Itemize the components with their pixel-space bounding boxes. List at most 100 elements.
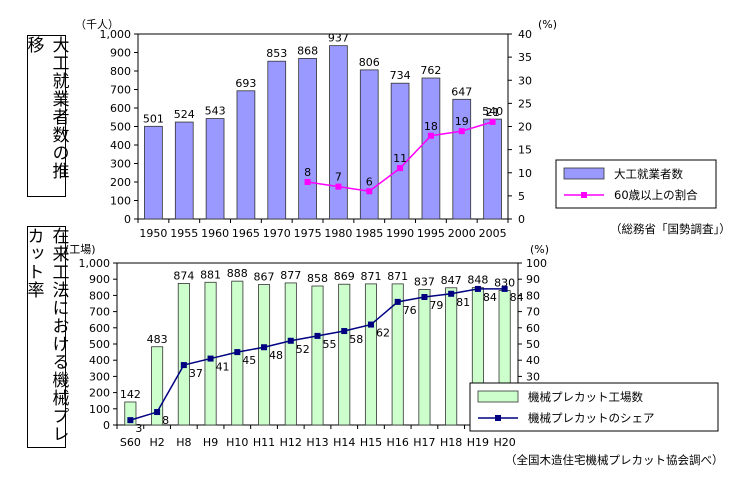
bottom-category-label: S60 (120, 436, 141, 449)
bottom-line-marker (234, 349, 241, 356)
top-left-tick-label: 800 (110, 65, 131, 78)
bottom-category-label: H13 (306, 436, 328, 449)
bottom-legend-bar-swatch (477, 390, 519, 403)
bottom-category-label: H20 (493, 436, 515, 449)
top-right-tick-label: 10 (518, 167, 532, 180)
bottom-bar (204, 281, 217, 426)
bottom-left-tick-label: 100 (89, 403, 110, 416)
bottom-bar-value-label: 847 (441, 274, 462, 287)
bottom-line-marker (367, 321, 374, 328)
bottom-bar (364, 283, 377, 426)
top-left-axis-unit: （千人） (75, 18, 119, 31)
top-left-tick-label: 500 (110, 121, 131, 134)
bottom-bar (418, 289, 431, 426)
top-line-value-label: 7 (335, 171, 342, 184)
top-category-label: 1965 (232, 227, 260, 240)
top-left-tick-label: 600 (110, 102, 131, 115)
bottom-left-axis-unit: (工場) (65, 243, 96, 256)
bottom-line-value-label: 45 (242, 354, 256, 367)
bottom-category-label: H19 (467, 436, 489, 449)
top-legend-line-label: 60歳以上の割合 (614, 188, 698, 202)
bottom-chart-title-box: 在来工法における機械プレカット率 (24, 226, 69, 448)
bottom-bar (258, 284, 271, 426)
bottom-bar (338, 283, 351, 426)
top-bar (390, 82, 410, 220)
top-line-value-label: 21 (486, 106, 500, 119)
bottom-line-marker (261, 344, 268, 351)
bottom-bar (124, 401, 137, 426)
top-bar (144, 125, 163, 220)
bottom-line-marker (474, 285, 481, 292)
bottom-right-axis-unit: (%) (530, 243, 549, 256)
bottom-line-marker (448, 290, 455, 297)
bottom-category-label: H9 (203, 436, 218, 449)
top-line-marker (458, 128, 465, 135)
bottom-line-value-label: 58 (349, 333, 363, 346)
bottom-line-value-label: 79 (429, 299, 443, 312)
top-category-label: 1990 (386, 227, 414, 240)
top-line-value-label: 11 (393, 152, 407, 165)
top-bar (298, 58, 317, 220)
top-category-label: 1970 (263, 227, 291, 240)
top-line-value-label: 18 (424, 120, 438, 133)
top-right-tick-label: 15 (518, 144, 532, 157)
bottom-left-tick-label: 200 (89, 387, 110, 400)
bottom-line-value-label: 81 (456, 296, 470, 309)
top-legend-line-marker (581, 192, 587, 198)
top-bar-value-label: 501 (143, 112, 164, 125)
bottom-left-tick-label: 600 (89, 322, 110, 335)
bottom-bar (284, 282, 297, 426)
top-category-label: 1955 (170, 227, 198, 240)
top-category-label: 1980 (324, 227, 352, 240)
bottom-bar (391, 283, 404, 426)
top-category-label: 1960 (201, 227, 229, 240)
top-bar (174, 121, 194, 220)
top-line-marker (427, 132, 434, 139)
bottom-line-marker (127, 417, 134, 424)
top-bar-value-label: 540 (482, 105, 503, 118)
top-bar-value-label: 762 (420, 64, 441, 77)
top-right-axis-unit: (%) (538, 18, 557, 31)
top-bar-value-label: 937 (328, 32, 349, 45)
bottom-left-tick-label: 500 (89, 338, 110, 351)
bottom-line-marker (421, 294, 428, 301)
bottom-line-marker (314, 332, 321, 339)
top-bar-value-label: 734 (390, 69, 411, 82)
bottom-left-tick-label: 300 (89, 370, 110, 383)
bottom-left-tick-label: 0 (103, 419, 110, 432)
bottom-bar-value-label: 867 (254, 271, 275, 284)
bottom-right-tick-label: 70 (526, 306, 540, 319)
top-bar-value-label: 806 (359, 56, 380, 69)
top-bar-value-label: 853 (266, 47, 287, 60)
top-chart-title: 大工就業者数の推移 (23, 36, 69, 180)
top-line-marker (366, 188, 373, 195)
bottom-category-label: H11 (253, 436, 275, 449)
top-right-tick-label: 20 (518, 121, 532, 134)
top-category-label: 2005 (479, 227, 507, 240)
bottom-category-label: H12 (280, 436, 302, 449)
bottom-category-label: H17 (413, 436, 435, 449)
top-left-tick-label: 300 (110, 158, 131, 171)
bottom-line-value-label: 84 (510, 291, 524, 304)
top-line-value-label: 19 (455, 115, 469, 128)
bottom-right-tick-label: 30 (526, 370, 540, 383)
bottom-right-tick-label: 50 (526, 338, 540, 351)
bottom-bar (445, 287, 458, 426)
top-left-tick-label: 700 (110, 84, 131, 97)
top-category-label: 1950 (139, 227, 167, 240)
bottom-line-value-label: 52 (296, 343, 310, 356)
bottom-line-value-label: 48 (269, 349, 283, 362)
bottom-line-marker (180, 362, 187, 369)
bottom-left-tick-label: 700 (89, 306, 110, 319)
top-category-label: 1995 (417, 227, 445, 240)
top-line-value-label: 8 (304, 166, 311, 179)
bottom-category-label: H14 (333, 436, 355, 449)
top-bar-value-label: 693 (235, 77, 256, 90)
bottom-right-tick-label: 90 (526, 273, 540, 286)
top-legend-bar-swatch (563, 167, 605, 180)
bottom-bar-value-label: 483 (147, 333, 168, 346)
top-bar-value-label: 524 (174, 108, 195, 121)
bottom-bar-value-label: 858 (307, 272, 328, 285)
bottom-left-tick-label: 1,000 (79, 257, 111, 270)
